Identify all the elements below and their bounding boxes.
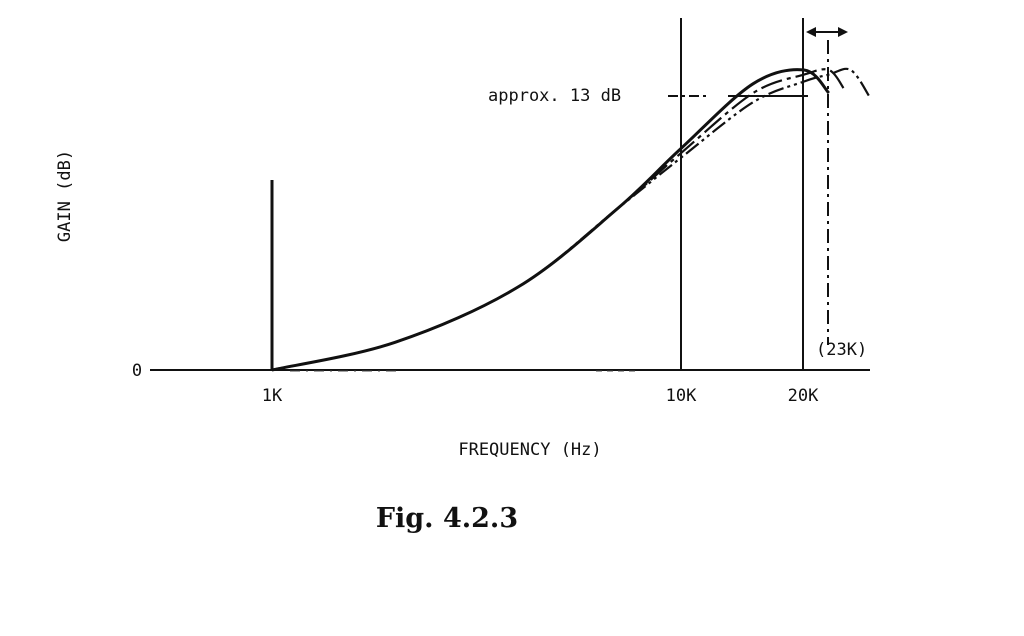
annotation-approx-13db: approx. 13 dB — [488, 86, 621, 106]
series-line-1 — [271, 68, 831, 372]
y-axis-title: GAIN (dB) — [55, 150, 75, 242]
series-line-2 — [271, 68, 845, 372]
shift-arrow-left-head — [806, 27, 816, 37]
series-line-3 — [271, 67, 872, 372]
y-tick-label-0: 0 — [132, 361, 142, 381]
series-layer — [271, 67, 872, 372]
shift-arrow-right-head — [838, 27, 848, 37]
figure-caption: Fig. 4.2.3 — [376, 503, 518, 534]
x-tick-label-10k: 10K — [666, 386, 697, 406]
x-axis-title: FREQUENCY (Hz) — [458, 440, 601, 460]
x-tick-label-20k: 20K — [788, 386, 819, 406]
x-tick-label-1k: 1K — [262, 386, 283, 406]
annotation-23k: (23K) — [816, 340, 867, 360]
